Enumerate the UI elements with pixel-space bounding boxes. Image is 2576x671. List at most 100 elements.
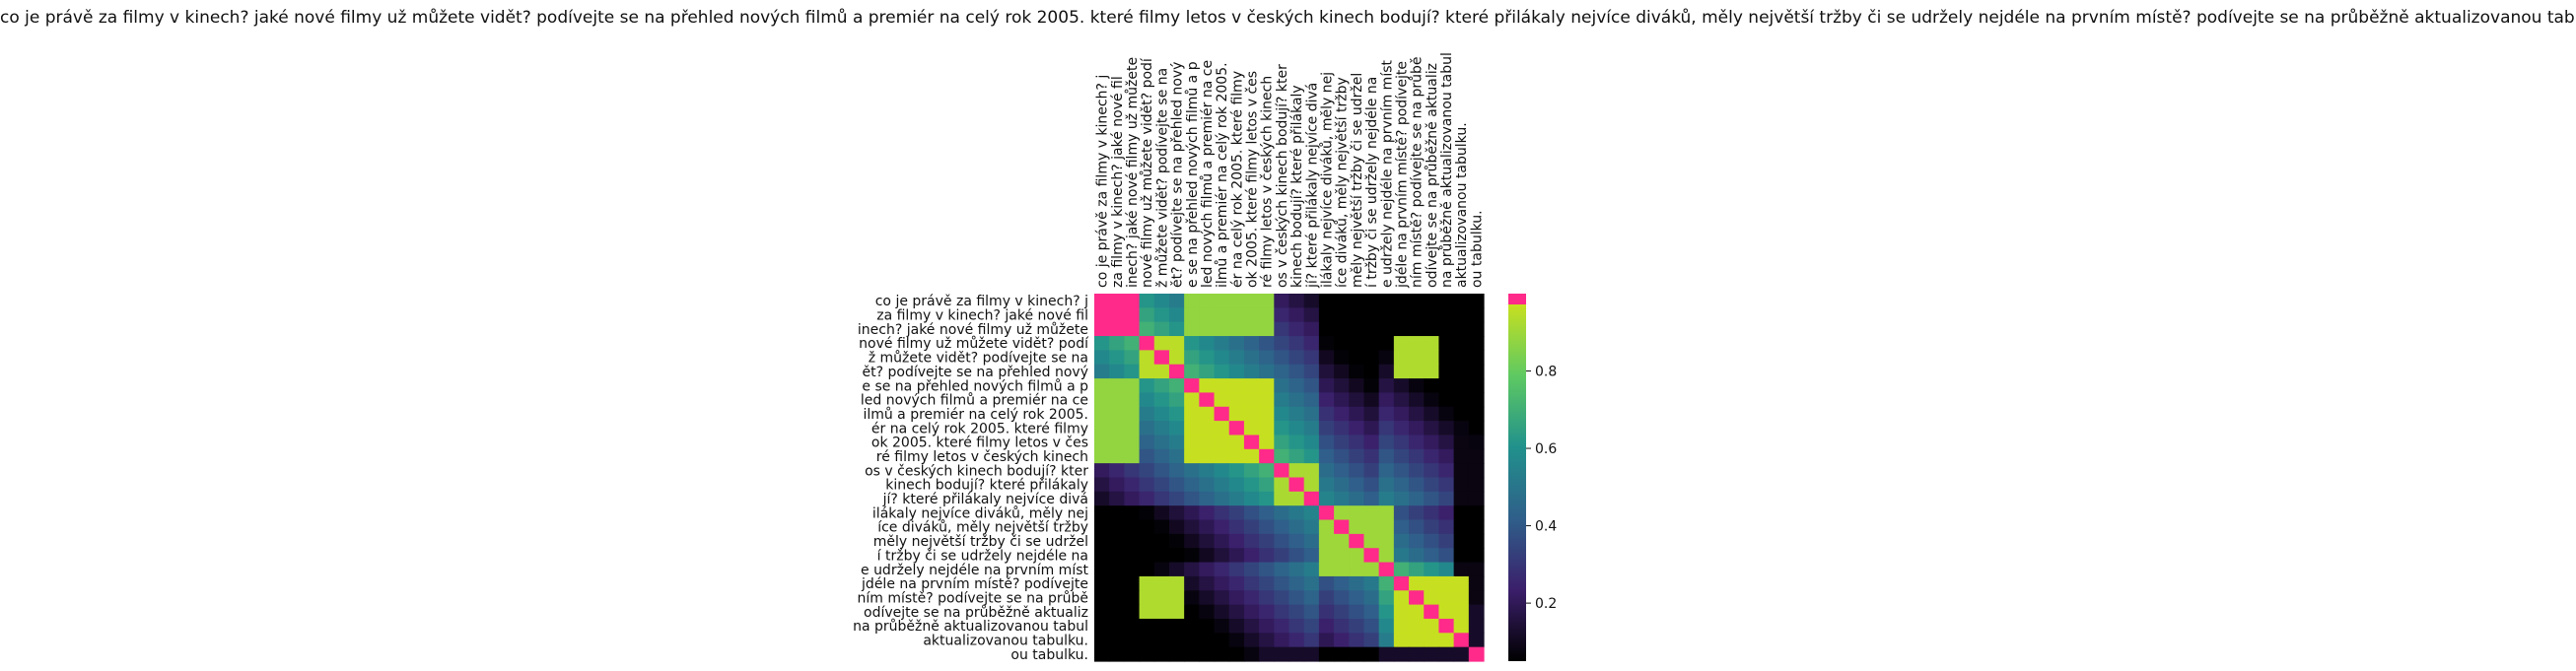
x-tick-label: ér na celý rok 2005. které filmy [1229, 71, 1245, 288]
x-tick-label: ž můžete vidět? podívejte se na [1154, 68, 1170, 288]
heatmap-cell [1363, 336, 1380, 351]
heatmap-cell [1109, 618, 1125, 634]
heatmap-cell [1168, 307, 1185, 323]
heatmap-cell [1438, 477, 1455, 493]
heatmap-cell [1168, 406, 1185, 422]
heatmap-cell [1288, 562, 1305, 577]
heatmap-cell [1409, 378, 1425, 394]
heatmap-cell [1468, 321, 1485, 337]
heatmap-cell [1214, 307, 1230, 323]
heatmap-cell [1153, 392, 1170, 408]
heatmap-cell [1228, 294, 1245, 308]
heatmap-cell [1168, 646, 1185, 662]
heatmap-cell [1288, 307, 1305, 323]
heatmap-cell [1259, 448, 1275, 464]
heatmap-cell [1363, 618, 1380, 634]
heatmap-cell [1453, 590, 1470, 606]
heatmap-cell [1303, 633, 1320, 648]
heatmap-cell [1168, 392, 1185, 408]
heatmap-cell [1303, 350, 1320, 366]
heatmap-cell [1243, 519, 1260, 535]
x-tick-label: na průběžně aktualizovanou tabul [1439, 52, 1455, 288]
heatmap-cell [1199, 562, 1216, 577]
heatmap-cell [1168, 448, 1185, 464]
heatmap-cell [1303, 336, 1320, 351]
heatmap-cell [1318, 646, 1335, 662]
heatmap-cell [1259, 463, 1275, 479]
heatmap-cell [1363, 421, 1380, 436]
heatmap-cell [1199, 350, 1216, 366]
heatmap-cell [1199, 392, 1216, 408]
heatmap-cell [1424, 505, 1440, 521]
heatmap-cell [1109, 604, 1125, 620]
heatmap-cell [1349, 435, 1365, 450]
heatmap-cell [1303, 448, 1320, 464]
heatmap-cell [1109, 294, 1125, 308]
heatmap-cell [1409, 294, 1425, 308]
heatmap-cell [1453, 491, 1470, 506]
heatmap-cell [1393, 307, 1410, 323]
heatmap-cell [1453, 618, 1470, 634]
heatmap-cell [1378, 321, 1395, 337]
heatmap-cell [1259, 633, 1275, 648]
heatmap-cell [1259, 491, 1275, 506]
heatmap-cell [1468, 604, 1485, 620]
heatmap-cell [1094, 321, 1110, 337]
heatmap-cell [1184, 294, 1200, 308]
heatmap-cell [1303, 321, 1320, 337]
heatmap-cell [1168, 491, 1185, 506]
heatmap-cell [1094, 435, 1110, 450]
heatmap-cell [1168, 477, 1185, 493]
heatmap-cell [1318, 463, 1335, 479]
heatmap-cell [1334, 378, 1350, 394]
heatmap-cell [1378, 421, 1395, 436]
heatmap-cell [1349, 421, 1365, 436]
x-tick-label: nové filmy už můžete vidět? podí [1140, 57, 1155, 288]
heatmap-cell [1139, 562, 1155, 577]
heatmap-cell [1228, 646, 1245, 662]
heatmap-cell [1094, 519, 1110, 535]
heatmap-cell [1468, 435, 1485, 450]
heatmap-cell [1288, 575, 1305, 591]
heatmap-cell [1378, 350, 1395, 366]
heatmap-cell [1409, 633, 1425, 648]
x-tick-label: ou tabulku. [1469, 210, 1485, 288]
heatmap-cell [1228, 590, 1245, 606]
y-tick-label: nové filmy už můžete vidět? podí [859, 336, 1089, 352]
heatmap-cell [1303, 435, 1320, 450]
heatmap-cell [1274, 350, 1290, 366]
heatmap-cell [1139, 350, 1155, 366]
heatmap-cell [1378, 633, 1395, 648]
heatmap-cell [1228, 321, 1245, 337]
heatmap-cell [1318, 618, 1335, 634]
heatmap-cell [1168, 321, 1185, 337]
heatmap-cell [1124, 590, 1141, 606]
heatmap-cell [1184, 321, 1200, 337]
heatmap-cell [1468, 505, 1485, 521]
heatmap-cell [1288, 604, 1305, 620]
heatmap-cell [1334, 336, 1350, 351]
heatmap-cell [1318, 294, 1335, 308]
heatmap-cell [1109, 321, 1125, 337]
heatmap-cell [1318, 307, 1335, 323]
heatmap-cell [1393, 618, 1410, 634]
heatmap-cell [1274, 392, 1290, 408]
y-tick-labels: co je právě za filmy v kinech? jza filmy… [853, 294, 1089, 663]
heatmap-cell [1243, 435, 1260, 450]
heatmap-cell [1274, 294, 1290, 308]
heatmap-cell [1393, 294, 1410, 308]
heatmap-cell [1184, 463, 1200, 479]
y-tick-label: měly největší tržby či se udržel [873, 534, 1088, 550]
heatmap-cell [1409, 604, 1425, 620]
heatmap-cell [1393, 646, 1410, 662]
heatmap-cell [1303, 533, 1320, 549]
x-tick-label: za filmy v kinech? jaké nové fil [1110, 76, 1126, 288]
heatmap-cell [1259, 378, 1275, 394]
heatmap-cell [1124, 562, 1141, 577]
heatmap-cell [1109, 590, 1125, 606]
heatmap-cell [1288, 590, 1305, 606]
x-tick-label: íce diváků, měly největší tržby [1335, 77, 1351, 288]
heatmap-cell [1363, 533, 1380, 549]
heatmap-cell [1228, 364, 1245, 379]
y-tick-label: kinech bodují? které přilákaly [885, 478, 1088, 494]
